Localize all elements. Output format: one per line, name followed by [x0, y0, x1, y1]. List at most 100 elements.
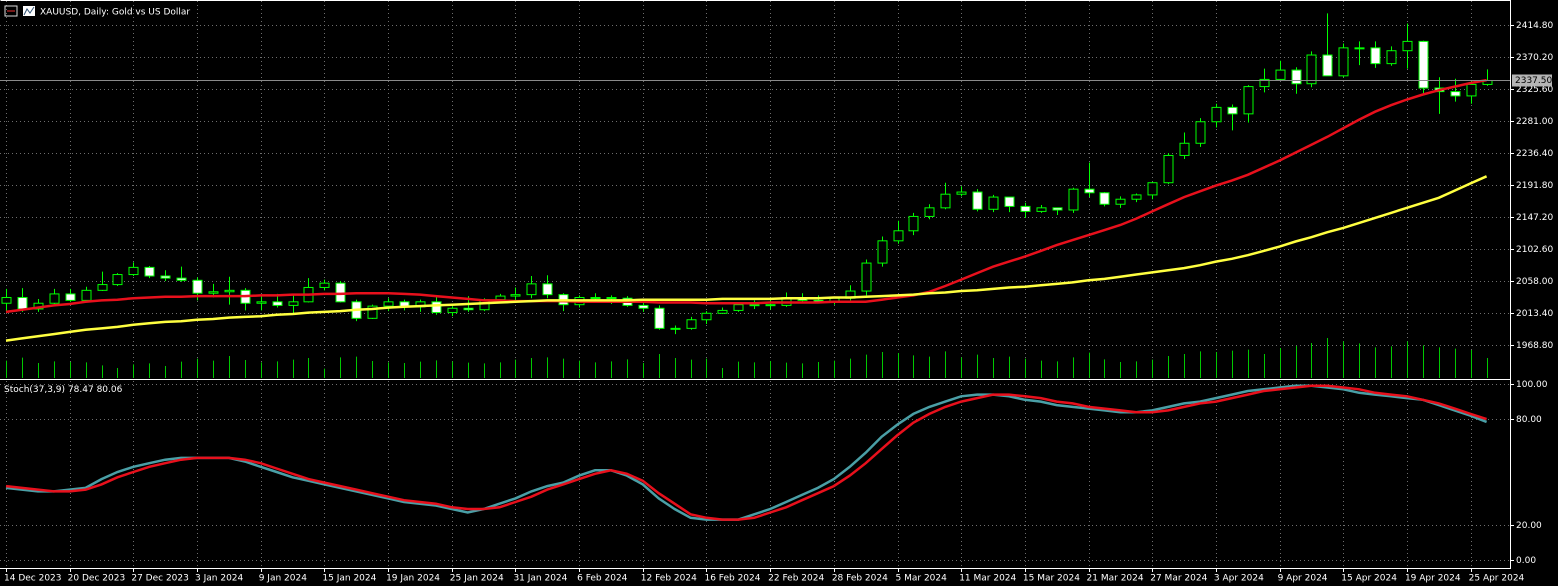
candle-body	[686, 319, 697, 329]
candle-body	[224, 289, 235, 293]
x-tick-label: 16 Feb 2024	[704, 574, 760, 584]
y-tick-label: 2013.40	[1516, 309, 1553, 319]
x-tick-label: 3 Apr 2024	[1214, 574, 1264, 584]
chart-icon[interactable]	[4, 5, 18, 17]
x-tick-label: 15 Mar 2024	[1023, 574, 1080, 584]
candle-body	[1, 297, 12, 304]
x-tick-label: 6 Feb 2024	[577, 574, 628, 584]
candle-body	[1354, 47, 1365, 50]
y-tick-label: 1968.80	[1516, 341, 1553, 351]
candle-body	[1466, 83, 1477, 97]
candle-body	[861, 262, 872, 292]
candle-body	[670, 327, 681, 330]
y-tick-label: 2325.60	[1516, 85, 1553, 95]
candle-body	[590, 297, 601, 300]
candle-body	[1370, 47, 1381, 65]
candle-body	[1052, 207, 1063, 211]
candle-body	[1036, 207, 1047, 212]
candle-body	[97, 284, 108, 291]
candle-body	[192, 279, 203, 294]
candle-body	[160, 275, 171, 279]
candle-body	[288, 301, 299, 306]
candle-body	[1275, 69, 1286, 80]
moving-average-line	[5, 175, 1488, 342]
candle-body	[638, 304, 649, 309]
y-tick-label: 2414.80	[1516, 21, 1553, 31]
x-tick-label: 14 Dec 2023	[4, 574, 62, 584]
indicator-main-value: 78.47	[68, 385, 94, 395]
candle-body	[176, 277, 187, 281]
x-tick-label: 3 Jan 2024	[195, 574, 243, 584]
plot-layer	[0, 13, 1510, 521]
candle-body	[128, 266, 139, 276]
candle-body	[749, 304, 760, 307]
candle-body	[940, 193, 951, 209]
candle-body	[606, 297, 617, 300]
candle-body	[1179, 142, 1190, 156]
y-tick-label: 2281.00	[1516, 117, 1553, 127]
candle-body	[988, 196, 999, 210]
candle-body	[701, 312, 712, 321]
symbol-icon-line	[23, 6, 35, 16]
y-tick-label: 80.00	[1516, 415, 1542, 425]
candle-body	[463, 307, 474, 311]
candle-body	[765, 304, 776, 307]
candle-body	[447, 307, 458, 314]
candle-body	[1338, 47, 1349, 77]
candle-body	[1402, 40, 1413, 52]
grid-layer	[0, 1, 1510, 568]
current-price-label: 2337.50	[1515, 76, 1552, 86]
x-tick-label: 19 Jan 2024	[386, 574, 440, 584]
y-tick-label: 2102.60	[1516, 245, 1553, 255]
candle-body	[1068, 188, 1079, 211]
candle-body	[893, 230, 904, 242]
y-tick-label: 2236.40	[1516, 149, 1553, 159]
candle-body	[1322, 54, 1333, 77]
candle-body	[1004, 196, 1015, 207]
x-tick-label: 15 Jan 2024	[322, 574, 376, 584]
candle-body	[1099, 192, 1110, 205]
candle-body	[1131, 194, 1142, 200]
y-tick-label: 2370.20	[1516, 53, 1553, 63]
oscillator-line	[5, 384, 1487, 521]
candle-body	[17, 297, 28, 310]
x-tick-label: 22 Feb 2024	[768, 574, 824, 584]
candle-body	[1115, 198, 1126, 205]
candle-body	[81, 289, 92, 301]
x-tick-label: 5 Mar 2024	[896, 574, 948, 584]
candle-body	[1291, 69, 1302, 85]
x-tick-label: 9 Jan 2024	[259, 574, 307, 584]
x-tick-label: 27 Mar 2024	[1150, 574, 1207, 584]
x-tick-label: 28 Feb 2024	[832, 574, 888, 584]
x-tick-label: 31 Jan 2024	[513, 574, 567, 584]
x-tick-label: 21 Mar 2024	[1087, 574, 1144, 584]
candle-body	[1450, 91, 1461, 97]
candle-body	[908, 215, 919, 232]
indicator-name: Stoch(37,3,9)	[4, 385, 65, 395]
x-tick-label: 25 Jan 2024	[450, 574, 504, 584]
candle-body	[335, 282, 346, 303]
x-tick-label: 9 Apr 2024	[1278, 574, 1328, 584]
x-tick-label: 15 Apr 2024	[1341, 574, 1397, 584]
x-tick-label: 27 Dec 2023	[131, 574, 189, 584]
candle-body	[972, 191, 983, 210]
x-tick-label: 25 Apr 2024	[1469, 574, 1525, 584]
candle-body	[383, 301, 394, 307]
current-price-box	[1512, 74, 1552, 87]
candle-body	[65, 293, 76, 301]
candle-body	[256, 301, 267, 304]
candle-body	[1084, 188, 1095, 194]
x-tick-label: 19 Apr 2024	[1405, 574, 1461, 584]
candle-body	[877, 240, 888, 264]
oscillator-line	[5, 384, 1488, 521]
candle-body	[1243, 86, 1254, 115]
candle-body	[112, 274, 123, 286]
candle-body	[717, 309, 728, 314]
candle-body	[1418, 40, 1429, 89]
candle-body	[144, 266, 155, 277]
moving-average-line	[5, 78, 1487, 314]
candle-body	[1227, 106, 1238, 115]
